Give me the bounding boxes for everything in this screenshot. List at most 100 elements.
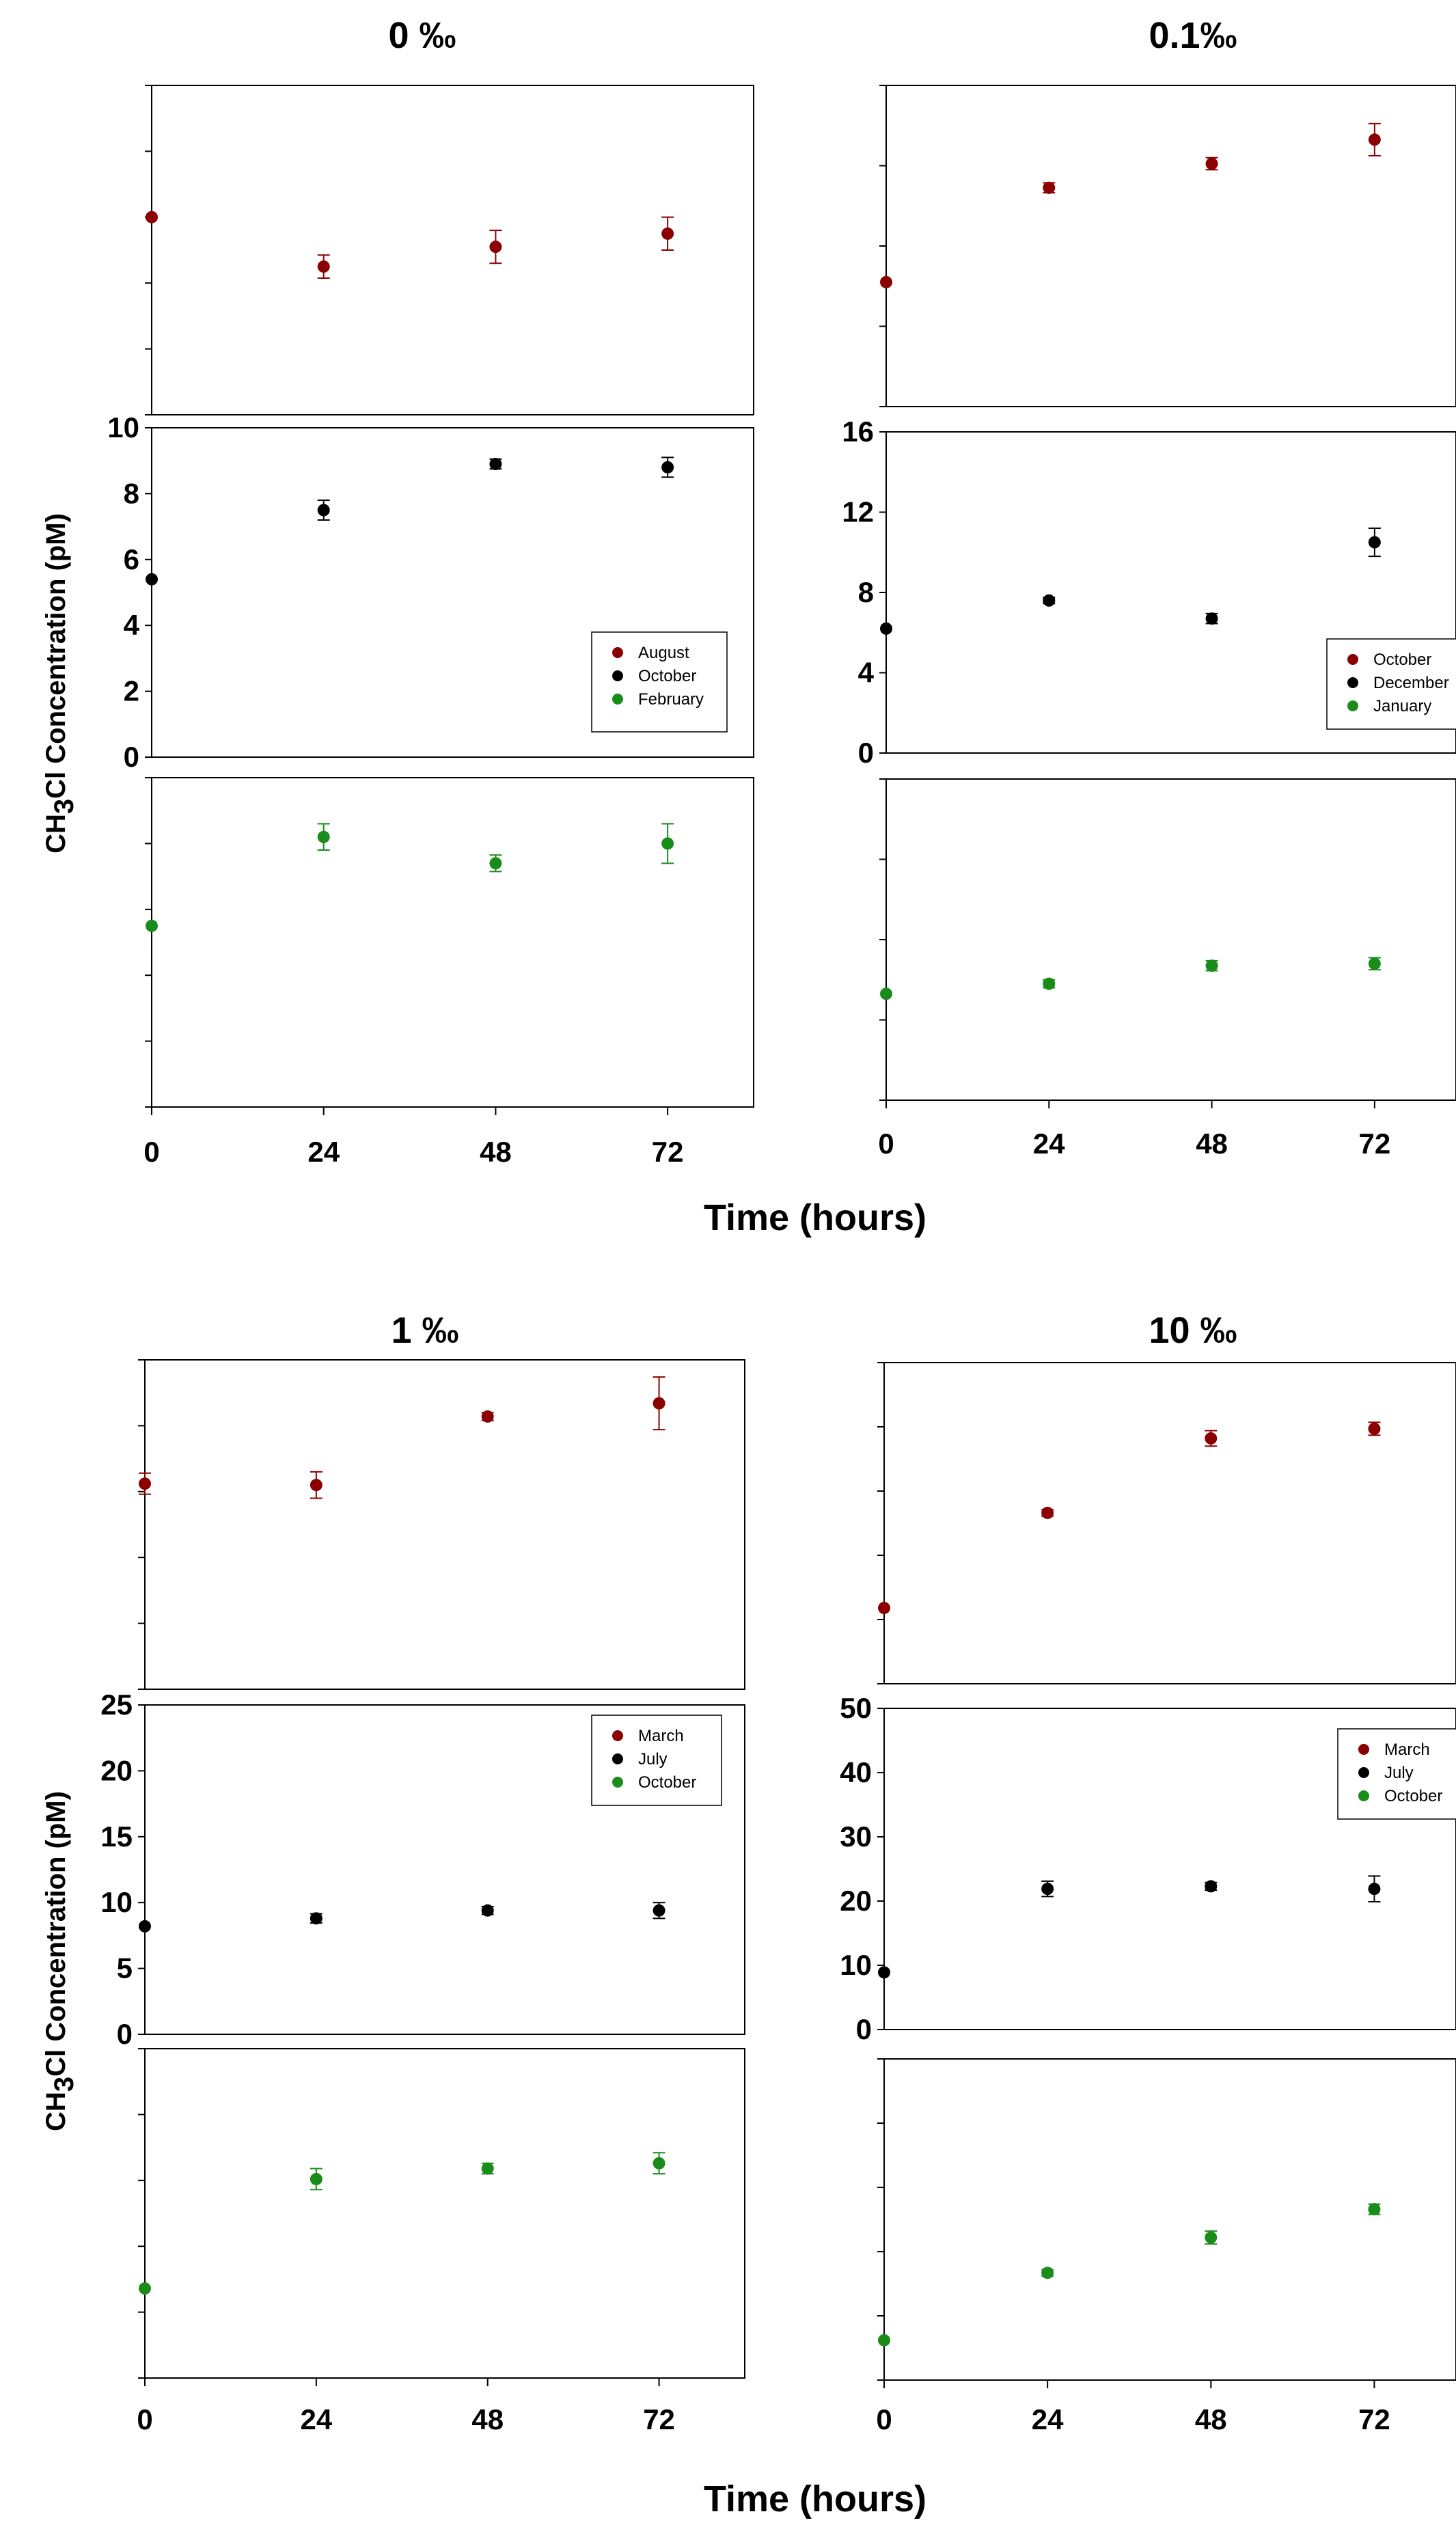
data-point	[1043, 977, 1056, 990]
panel-title: 1 ‰	[391, 1310, 458, 1351]
data-point	[310, 2172, 322, 2185]
ylabel-main-text: CH	[41, 2092, 71, 2131]
data-point	[878, 1966, 890, 1979]
subplot-frame	[151, 777, 754, 1108]
y-tick-label: 0	[117, 2018, 133, 2050]
legend-label: December	[1373, 674, 1449, 692]
legend-label: August	[638, 644, 689, 662]
legend: October December January	[1326, 638, 1456, 730]
data-point	[661, 837, 674, 850]
x-tick-label: 48	[471, 2403, 504, 2435]
x-tick-label: 0	[143, 1136, 159, 1168]
legend-marker	[612, 694, 623, 705]
data-point	[317, 260, 330, 273]
data-point	[139, 1920, 151, 1932]
data-point	[1368, 133, 1381, 146]
y-tick-label: 4	[124, 609, 140, 641]
data-point	[653, 1904, 665, 1917]
subplot-frame	[883, 2058, 1456, 2381]
legend-marker	[612, 1753, 623, 1764]
y-tick-label: 10	[100, 1886, 133, 1918]
x-tick-label: 0	[137, 2403, 152, 2435]
x-tick-label: 0	[878, 1128, 894, 1160]
data-point	[880, 275, 892, 288]
data-point	[1205, 157, 1218, 170]
data-point	[489, 857, 502, 870]
data-point	[1368, 536, 1381, 549]
data-point	[310, 1479, 322, 1492]
y-tick-label: 10	[107, 411, 139, 443]
legend-marker	[612, 670, 623, 681]
data-point	[880, 987, 892, 1000]
y-tick-label: 16	[842, 415, 874, 448]
y-tick-label: 25	[100, 1689, 133, 1721]
legend-label: July	[1384, 1764, 1414, 1782]
y-tick-label: 4	[858, 657, 875, 689]
data-point	[1043, 181, 1056, 194]
x-tick-label: 72	[1358, 1128, 1390, 1160]
data-point	[489, 241, 502, 254]
y-tick-label: 30	[840, 1820, 872, 1853]
data-point	[1205, 1432, 1218, 1445]
legend-marker	[1358, 1790, 1369, 1801]
subplot-frame	[151, 427, 754, 758]
legend-label: March	[638, 1727, 684, 1745]
y-tick-label: 0	[856, 2013, 872, 2045]
ylabel-rest-text: Cl Concentration (pM)	[41, 513, 71, 799]
data-point	[661, 461, 674, 474]
panel-title: 0 ‰	[388, 15, 456, 56]
y-tick-label: 0	[124, 741, 139, 773]
subplot-frame	[885, 85, 1456, 407]
data-point	[653, 1397, 665, 1410]
data-point	[1041, 1883, 1054, 1896]
data-point	[1205, 959, 1218, 972]
legend-marker	[1347, 654, 1358, 665]
y-tick-label: 5	[117, 1952, 133, 1984]
data-point	[317, 504, 330, 517]
y-tick-label: 8	[858, 576, 874, 608]
legend-label: February	[638, 690, 704, 709]
x-tick-label: 0	[876, 2403, 892, 2435]
svg-text:CH3Cl Concentration (pM): CH3Cl Concentration (pM)	[41, 513, 79, 853]
subplot-frame	[885, 778, 1456, 1101]
x-tick-label: 24	[307, 1136, 340, 1168]
data-point	[139, 1477, 151, 1490]
x-tick-label: 24	[1032, 2403, 1064, 2435]
y-tick-label: 12	[842, 496, 874, 528]
y-tick-label: 50	[840, 1692, 872, 1724]
legend-marker	[612, 1730, 623, 1741]
data-point	[481, 1410, 494, 1423]
data-point	[1368, 1422, 1381, 1435]
data-point	[317, 830, 330, 843]
y-tick-label: 15	[100, 1820, 133, 1853]
legend-marker	[612, 647, 623, 658]
legend: March July October	[591, 1715, 722, 1806]
x-tick-label: 48	[1195, 2403, 1227, 2435]
subplot-frame	[144, 1704, 745, 2035]
x-tick-label: 72	[643, 2403, 675, 2435]
legend-label: October	[1373, 651, 1431, 669]
data-point	[1368, 957, 1381, 970]
x-tick-label: 24	[300, 2403, 332, 2435]
legend-marker	[1358, 1744, 1369, 1755]
y-tick-label: 40	[840, 1756, 872, 1788]
data-point	[1041, 1506, 1054, 1519]
y-tick-label: 6	[124, 543, 139, 575]
xlabel-top: Time (hours)	[704, 1197, 926, 1238]
data-point	[878, 2334, 890, 2347]
ylabel-top: CH3Cl Concentration (pM)	[41, 513, 79, 853]
data-point	[1043, 594, 1056, 607]
panel-title: 10 ‰	[1149, 1310, 1237, 1351]
ylabel-main-text: CH	[41, 814, 71, 853]
data-point	[880, 622, 892, 635]
legend-box	[1337, 1728, 1456, 1820]
subplot-frame	[151, 85, 754, 415]
data-point	[1368, 1883, 1381, 1896]
data-point	[489, 458, 502, 471]
subplot-frame	[883, 1362, 1456, 1684]
legend-label: January	[1373, 697, 1431, 715]
ylabel-bottom: CH3Cl Concentration (pM)	[41, 1791, 79, 2131]
